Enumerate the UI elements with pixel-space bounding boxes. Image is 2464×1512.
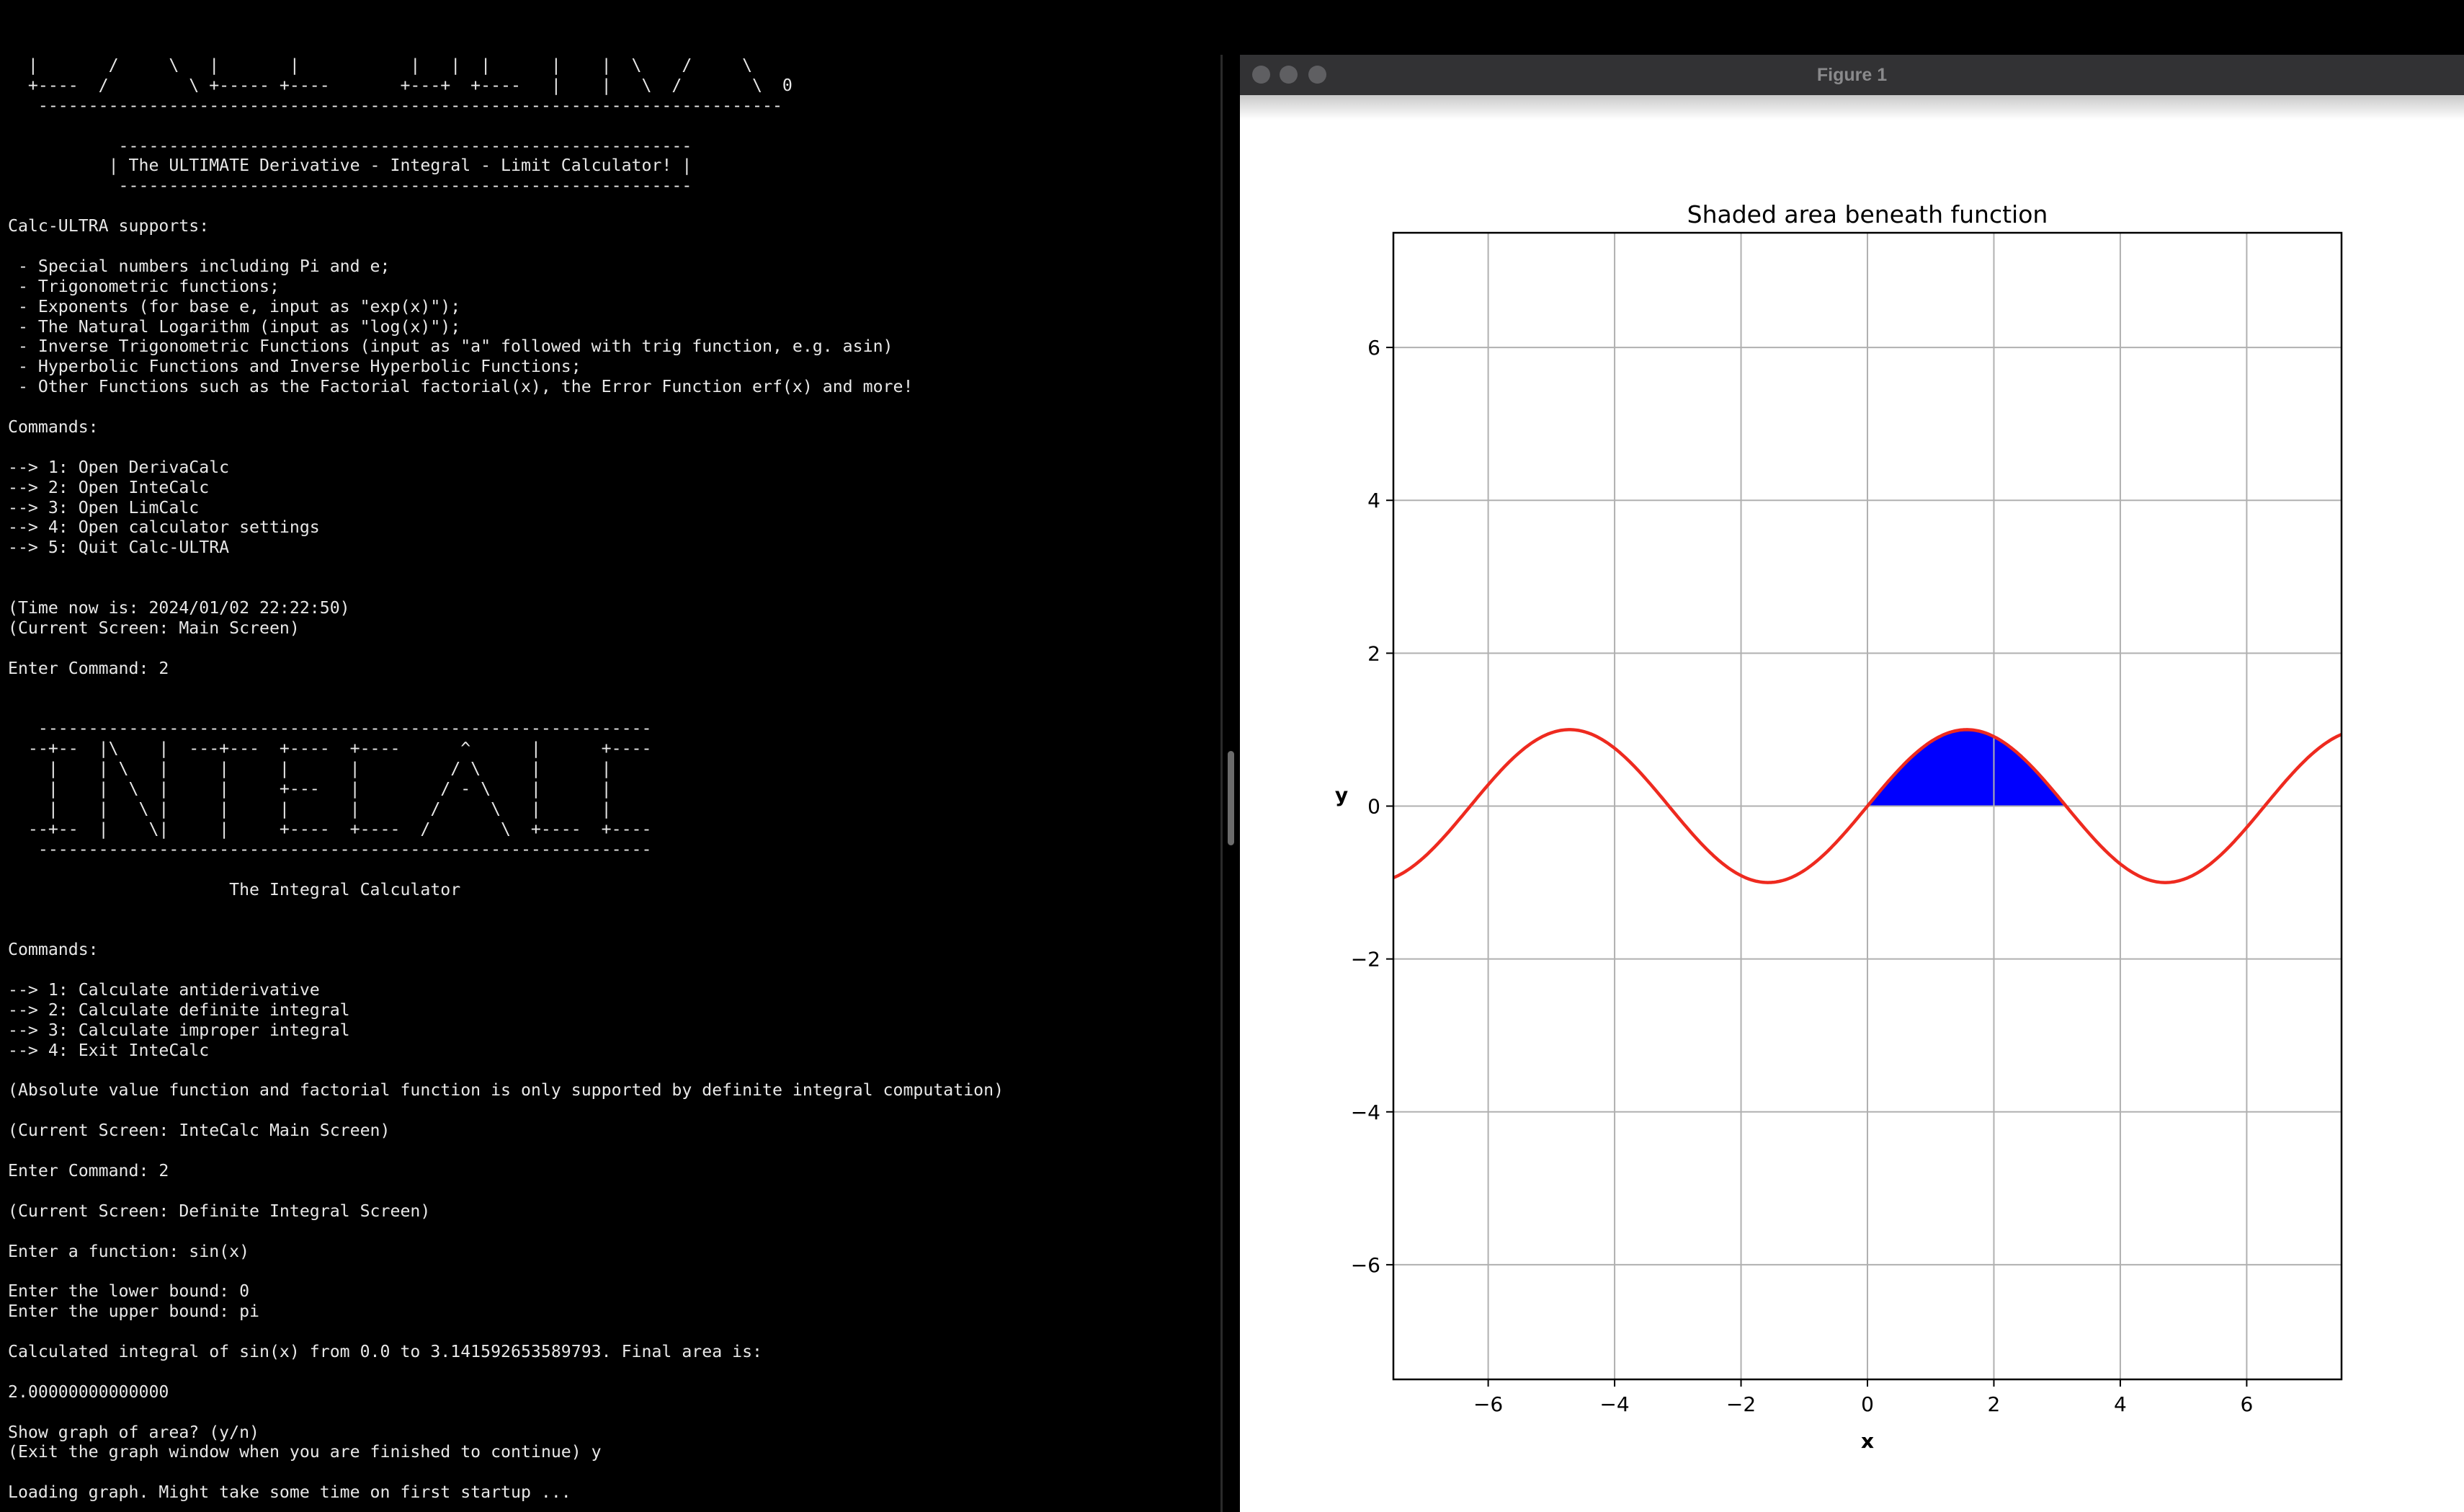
terminal-line: | The ULTIMATE Derivative - Integral - L… [8,156,692,176]
terminal-line: --+-- |\ | ---+--- +---- +---- ^ | +---- [8,739,652,759]
pane-divider [1220,55,1223,1512]
terminal-line: ----------------------------------------… [8,176,692,196]
terminal-line: Commands: [8,417,99,437]
terminal-line: - The Natural Logarithm (input as "log(x… [8,316,461,337]
toolbar-shadow [1240,95,2464,120]
terminal-line: Enter Command: 2 [8,1160,169,1180]
x-tick-label: 6 [2240,1392,2253,1416]
terminal-line: | | \ | | | | / \ | | [8,759,612,779]
terminal-scrollbar[interactable] [1228,751,1234,845]
terminal-line: Calculated integral of sin(x) from 0.0 t… [8,1342,763,1361]
terminal-line: ----------------------------------------… [8,719,652,739]
terminal-line: --> 2: Calculate definite integral [8,1000,350,1020]
y-axis-label: y [1335,783,1348,807]
terminal-line: --+-- | \| | +---- +---- / \ +---- +---- [8,819,652,839]
y-tick-label: −2 [1351,948,1380,971]
x-tick-label: −6 [1473,1392,1503,1416]
terminal-line: (Exit the graph window when you are fini… [8,1442,602,1462]
terminal-line: Loading graph. Might take some time on f… [8,1482,571,1503]
terminal-line: | | \ | | +--- | / - \ | | [8,779,612,799]
terminal-line: (Current Screen: Main Screen) [8,618,300,638]
terminal-line: ----------------------------------------… [8,95,782,115]
x-tick-label: 2 [1988,1392,2001,1416]
terminal-line: - Trigonometric functions; [8,276,280,296]
terminal-line: Enter a function: sin(x) [8,1241,250,1261]
terminal-line: ----------------------------------------… [8,135,692,156]
terminal-line: - Special numbers including Pi and e; [8,256,390,276]
maximize-button[interactable] [1308,66,1326,84]
chart-title: Shaded area beneath function [1687,200,2048,228]
terminal-line: ----------------------------------------… [8,839,652,859]
y-tick-label: 0 [1367,795,1380,819]
terminal-line: - Hyperbolic Functions and Inverse Hyper… [8,357,581,377]
terminal-line: --> 1: Calculate antiderivative [8,979,320,1000]
terminal-line: --> 4: Open calculator settings [8,517,320,538]
terminal-line: Enter Command: 2 [8,658,169,678]
ticks: −6 −4 −2 0 2 4 6 −6 −4 −2 0 2 4 6 [1351,336,2254,1416]
figure-window: Figure 1 [1240,55,2464,1512]
terminal-line: --> 5: Quit Calc-ULTRA [8,538,230,558]
terminal-line: Enter the lower bound: 0 [8,1281,250,1302]
x-axis-label: x [1861,1429,1874,1453]
terminal-line: - Inverse Trigonometric Functions (input… [8,337,893,357]
x-tick-label: −4 [1599,1392,1629,1416]
x-tick-label: 0 [1861,1392,1874,1416]
terminal-line: The Integral Calculator [8,879,461,899]
terminal-line: | | \ | | | | / \ | | [8,799,612,819]
y-tick-label: 6 [1367,336,1380,360]
x-tick-label: −2 [1726,1392,1756,1416]
terminal-line: 2.00000000000000 [8,1382,169,1402]
terminal-line: Commands: [8,940,99,960]
terminal-line: - Exponents (for base e, input as "exp(x… [8,296,461,316]
terminal-line: --> 3: Calculate improper integral [8,1020,350,1040]
terminal-line: (Current Screen: Definite Integral Scree… [8,1201,431,1221]
y-tick-label: −4 [1351,1100,1380,1124]
terminal-line: --> 3: Open LimCalc [8,497,200,517]
terminal-line: (Current Screen: InteCalc Main Screen) [8,1121,390,1141]
function-curve [1393,728,2342,884]
terminal-line: (Time now is: 2024/01/02 22:22:50) [8,598,350,618]
terminal-line: (Absolute value function and factorial f… [8,1080,1004,1100]
grid-lines-over-fill [1867,729,2066,807]
shaded-area [1867,729,2066,806]
minimize-button[interactable] [1280,66,1298,84]
terminal-line: --> 2: Open InteCalc [8,477,210,497]
terminal-line: | / \ | | | | | | | \ / \ [8,55,753,75]
terminal-output: | / \ | | | | | | | \ / \ +---- / \ +---… [8,55,1004,1503]
figure-title-bar[interactable]: Figure 1 [1240,55,2464,95]
figure-title: Figure 1 [1816,65,1888,85]
y-tick-label: −6 [1351,1253,1380,1277]
x-tick-label: 4 [2114,1392,2127,1416]
y-tick-label: 2 [1367,641,1380,665]
terminal-line: Enter the upper bound: pi [8,1302,260,1322]
terminal-line: Calc-ULTRA supports: [8,216,210,236]
terminal-line: --> 4: Exit InteCalc [8,1040,210,1060]
terminal-line: +---- / \ +----- +---- +---+ +---- | | \… [8,75,793,95]
terminal-window[interactable]: | / \ | | | | | | | \ / \ +---- / \ +---… [0,0,1220,1512]
terminal-line: - Other Functions such as the Factorial … [8,377,914,397]
terminal-line: Show graph of area? (y/n) [8,1422,260,1442]
close-button[interactable] [1252,66,1270,84]
terminal-line: --> 1: Open DerivaCalc [8,457,230,477]
y-tick-label: 4 [1367,489,1380,512]
